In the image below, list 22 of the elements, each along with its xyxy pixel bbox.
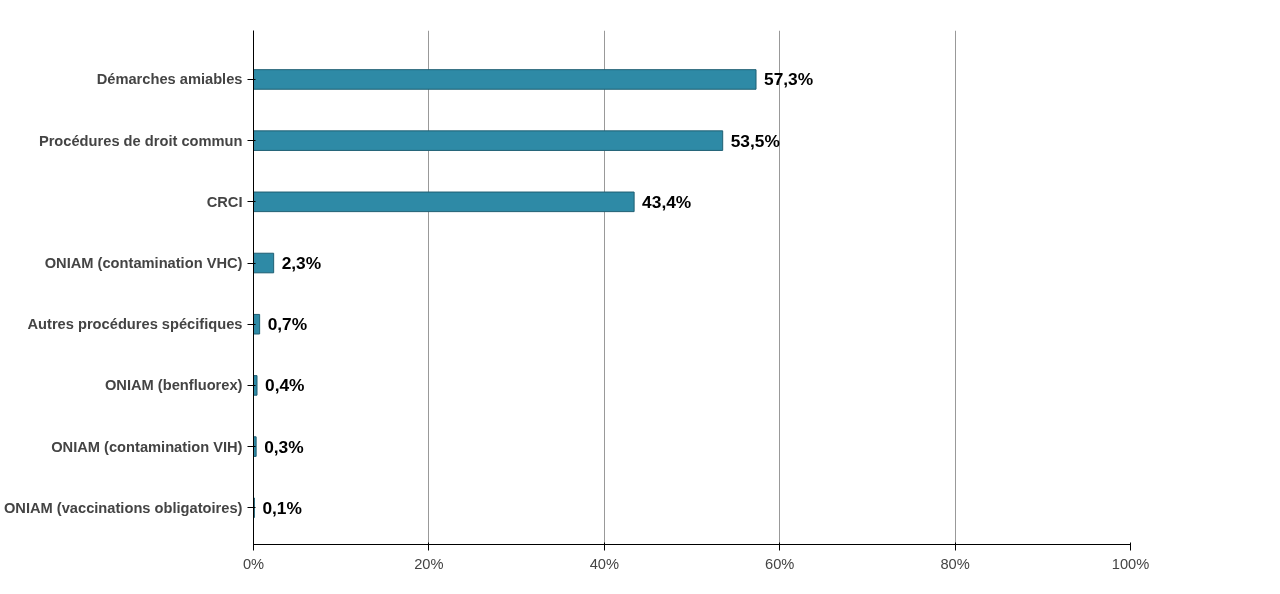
y-tick-label: Autres procédures spécifiques [27, 316, 243, 333]
y-tick-label: ONIAM (vaccinations obligatoires) [3, 499, 243, 516]
data-label: 53,5% [730, 130, 780, 151]
y-tick-label: CRCI [206, 193, 243, 210]
x-tick-label: 60% [765, 555, 795, 572]
data-label: 0,3% [264, 436, 304, 457]
data-label: 2,3% [281, 253, 322, 274]
x-tick-label: 100% [1111, 555, 1150, 572]
y-tick-label: ONIAM (contamination VHC) [44, 255, 243, 272]
x-tick-label: 0% [242, 555, 265, 572]
y-tick-label: Démarches amiables [96, 71, 243, 88]
data-label: 0,1% [262, 497, 302, 518]
data-label: 57,3% [764, 69, 814, 90]
y-tick-label: ONIAM (contamination VIH) [51, 438, 243, 455]
y-tick-label: ONIAM (benfluorex) [104, 377, 243, 394]
data-label: 0,7% [267, 314, 308, 335]
x-tick-label: 80% [940, 555, 970, 572]
x-tick-label: 20% [414, 555, 444, 572]
data-label: 43,4% [642, 191, 692, 212]
x-tick-label: 40% [589, 555, 619, 572]
data-label: 0,4% [265, 375, 305, 396]
y-tick-label: Procédures de droit commun [38, 132, 243, 149]
